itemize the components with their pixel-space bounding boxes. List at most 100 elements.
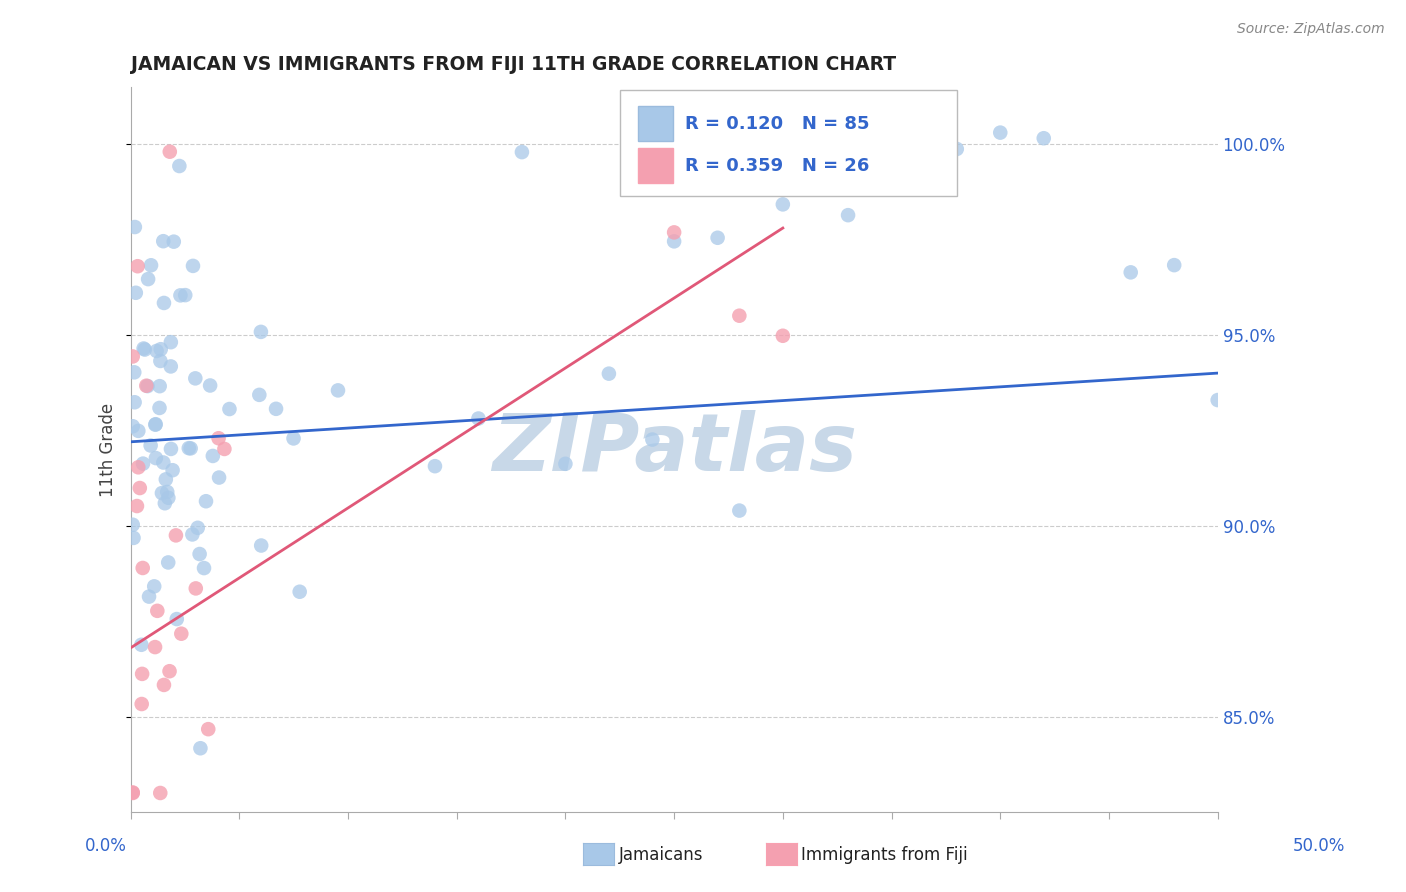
Point [150, 486, 173, 500]
Point [131, 666, 153, 681]
Point [1206, 393, 1229, 408]
Text: JAMAICAN VS IMMIGRANTS FROM FIJI 11TH GRADE CORRELATION CHART: JAMAICAN VS IMMIGRANTS FROM FIJI 11TH GR… [131, 55, 896, 74]
Point [138, 590, 160, 604]
Point [837, 208, 859, 222]
Text: 0.0%: 0.0% [84, 837, 127, 855]
Point [149, 379, 172, 393]
Point [187, 521, 209, 535]
Point [149, 786, 172, 800]
Point [247, 388, 270, 402]
Point [127, 424, 149, 438]
Point [139, 438, 162, 452]
Point [181, 527, 204, 541]
Point [772, 328, 794, 343]
Point [143, 417, 166, 432]
Point [188, 547, 211, 561]
Point [125, 285, 148, 300]
Point [139, 258, 162, 272]
Point [706, 231, 728, 245]
Point [169, 159, 191, 173]
Point [815, 152, 838, 166]
Point [152, 455, 174, 469]
Point [201, 449, 224, 463]
Point [510, 145, 533, 160]
Text: Jamaicans: Jamaicans [619, 846, 703, 863]
Point [162, 463, 184, 477]
Point [174, 288, 197, 302]
Point [122, 531, 145, 545]
Point [160, 335, 183, 350]
FancyBboxPatch shape [638, 148, 673, 183]
FancyBboxPatch shape [620, 90, 956, 195]
Point [136, 379, 159, 393]
Point [326, 384, 349, 398]
Point [153, 496, 176, 510]
Point [121, 786, 143, 800]
Point [132, 457, 155, 471]
Point [181, 259, 204, 273]
Point [148, 401, 170, 415]
Point [145, 451, 167, 466]
Point [177, 441, 200, 455]
Point [170, 626, 193, 640]
Point [155, 472, 177, 486]
Point [143, 640, 166, 654]
Point [131, 697, 153, 711]
Point [159, 359, 181, 374]
Point [159, 664, 181, 678]
Point [598, 367, 620, 381]
Point [125, 499, 148, 513]
Point [149, 354, 172, 368]
Point [145, 343, 167, 358]
Point [124, 220, 146, 235]
Text: R = 0.120   N = 85: R = 0.120 N = 85 [685, 115, 869, 133]
Point [195, 494, 218, 508]
Point [136, 272, 159, 286]
Point [122, 365, 145, 379]
Point [160, 442, 183, 456]
Point [218, 402, 240, 417]
Point [127, 259, 149, 273]
Point [772, 197, 794, 211]
Point [208, 470, 231, 484]
Point [121, 517, 143, 532]
Point [149, 342, 172, 356]
Point [145, 417, 167, 432]
Point [157, 491, 180, 505]
Point [1163, 258, 1185, 272]
Point [641, 433, 664, 447]
Text: Immigrants from Fiji: Immigrants from Fiji [801, 846, 969, 863]
Text: Source: ZipAtlas.com: Source: ZipAtlas.com [1237, 22, 1385, 37]
Point [146, 604, 169, 618]
Point [198, 378, 221, 392]
Point [728, 309, 751, 323]
Point [163, 235, 186, 249]
Point [728, 503, 751, 517]
Point [127, 460, 149, 475]
Text: 50.0%: 50.0% [1292, 837, 1346, 855]
Point [250, 325, 273, 339]
Point [662, 235, 685, 249]
Point [190, 741, 212, 756]
Point [214, 442, 236, 456]
Point [153, 296, 176, 310]
Point [131, 638, 153, 652]
Text: ZIPatlas: ZIPatlas [492, 410, 856, 489]
Point [250, 539, 273, 553]
FancyBboxPatch shape [638, 106, 673, 141]
Y-axis label: 11th Grade: 11th Grade [100, 402, 117, 497]
Point [152, 234, 174, 248]
Point [159, 145, 181, 159]
Point [662, 226, 685, 240]
Point [988, 126, 1011, 140]
Point [128, 481, 150, 495]
Point [423, 459, 446, 474]
Point [153, 678, 176, 692]
Point [143, 579, 166, 593]
Point [197, 722, 219, 736]
Point [134, 343, 156, 357]
Point [124, 395, 146, 409]
Point [685, 126, 707, 140]
Point [184, 582, 207, 596]
Point [121, 419, 143, 434]
